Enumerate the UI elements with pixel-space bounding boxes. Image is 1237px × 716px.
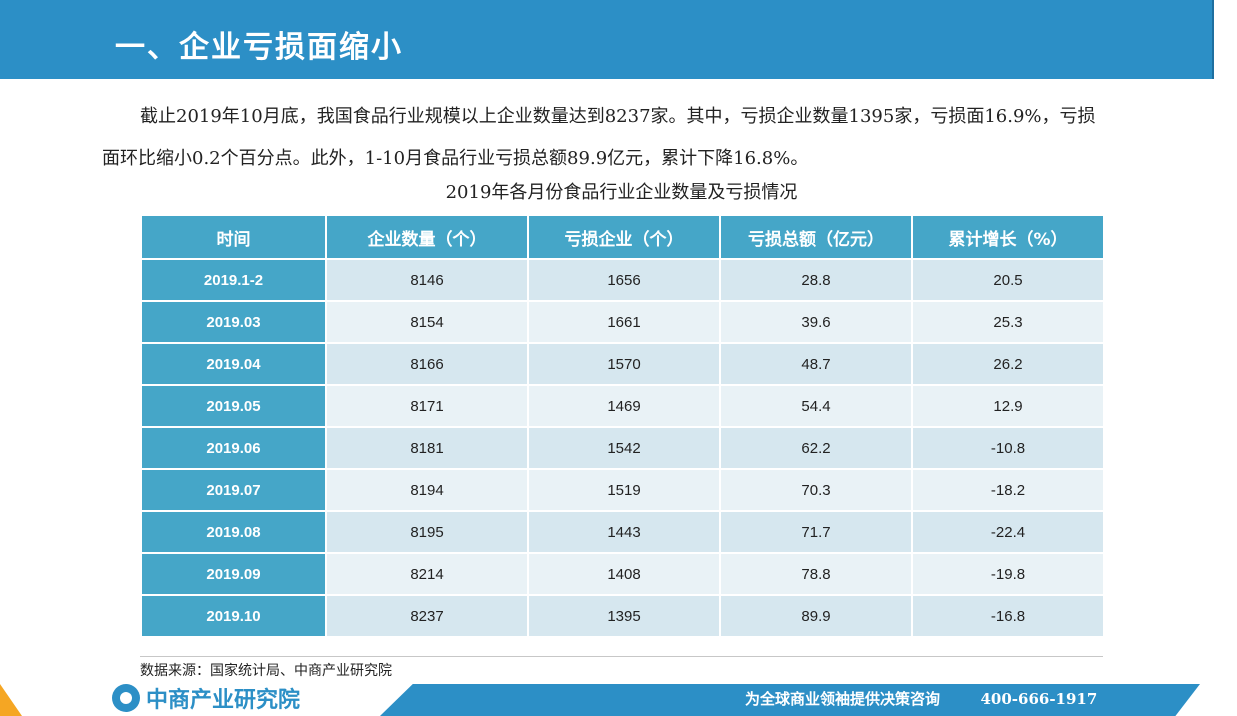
table-cell: 70.3	[721, 470, 911, 510]
slogan-text: 为全球商业领袖提供决策咨询	[745, 690, 941, 708]
table-cell: 8237	[327, 596, 527, 636]
header-accent	[1212, 0, 1237, 79]
table-row: 2019.05 8171 1469 54.4 12.9	[142, 386, 1103, 426]
table-cell: 8166	[327, 344, 527, 384]
table-header-row: 时间 企业数量（个） 亏损企业（个） 亏损总额（亿元） 累计增长（%）	[142, 216, 1103, 258]
data-table: 时间 企业数量（个） 亏损企业（个） 亏损总额（亿元） 累计增长（%） 2019…	[140, 214, 1105, 638]
table-cell: 1395	[529, 596, 719, 636]
table-cell: 1661	[529, 302, 719, 342]
table-cell: 8195	[327, 512, 527, 552]
footer-accent	[0, 684, 22, 716]
table-cell: 1656	[529, 260, 719, 300]
col-header-cumulative-growth: 累计增长（%）	[913, 216, 1103, 258]
table-cell: 25.3	[913, 302, 1103, 342]
table-caption: 2019年各月份食品行业企业数量及亏损情况	[445, 182, 798, 203]
col-header-enterprise-count: 企业数量（个）	[327, 216, 527, 258]
page-title: 一、企业亏损面缩小	[115, 30, 403, 65]
data-source: 数据来源：国家统计局、中商产业研究院	[140, 663, 392, 679]
table-row: 2019.08 8195 1443 71.7 -22.4	[142, 512, 1103, 552]
table-cell: 8181	[327, 428, 527, 468]
table-cell: 48.7	[721, 344, 911, 384]
row-period: 2019.09	[142, 554, 325, 594]
col-header-total-loss: 亏损总额（亿元）	[721, 216, 911, 258]
row-period: 2019.06	[142, 428, 325, 468]
table-cell: 8154	[327, 302, 527, 342]
logo-text: 中商产业研究院	[146, 688, 301, 713]
source-divider	[140, 656, 1103, 657]
logo: 中商产业研究院	[112, 683, 300, 713]
header-bar	[0, 0, 1212, 79]
col-header-loss-enterprises: 亏损企业（个）	[529, 216, 719, 258]
table-cell: 26.2	[913, 344, 1103, 384]
table-row: 2019.06 8181 1542 62.2 -10.8	[142, 428, 1103, 468]
table-cell: 8194	[327, 470, 527, 510]
table-row: 2019.07 8194 1519 70.3 -18.2	[142, 470, 1103, 510]
table-cell: 54.4	[721, 386, 911, 426]
table-row: 2019.1-2 8146 1656 28.8 20.5	[142, 260, 1103, 300]
row-period: 2019.04	[142, 344, 325, 384]
table-cell: -16.8	[913, 596, 1103, 636]
phone-number: 400-666-1917	[980, 690, 1098, 708]
table-cell: 39.6	[721, 302, 911, 342]
row-period: 2019.03	[142, 302, 325, 342]
footer-slogan: 为全球商业领袖提供决策咨询 400-666-1917	[745, 688, 1097, 709]
table-cell: 89.9	[721, 596, 911, 636]
table-cell: 8146	[327, 260, 527, 300]
table-cell: 1570	[529, 344, 719, 384]
table-cell: 12.9	[913, 386, 1103, 426]
row-period: 2019.1-2	[142, 260, 325, 300]
table-row: 2019.10 8237 1395 89.9 -16.8	[142, 596, 1103, 636]
table-cell: 1519	[529, 470, 719, 510]
table-cell: 1469	[529, 386, 719, 426]
row-period: 2019.10	[142, 596, 325, 636]
table-cell: 78.8	[721, 554, 911, 594]
table-cell: -22.4	[913, 512, 1103, 552]
table-cell: -10.8	[913, 428, 1103, 468]
table-cell: -18.2	[913, 470, 1103, 510]
row-period: 2019.05	[142, 386, 325, 426]
table-row: 2019.04 8166 1570 48.7 26.2	[142, 344, 1103, 384]
footer-bar	[380, 684, 1200, 716]
table-cell: 1542	[529, 428, 719, 468]
table-cell: 20.5	[913, 260, 1103, 300]
table-cell: 62.2	[721, 428, 911, 468]
col-header-time: 时间	[142, 216, 325, 258]
table-cell: 8214	[327, 554, 527, 594]
table-row: 2019.09 8214 1408 78.8 -19.8	[142, 554, 1103, 594]
table-row: 2019.03 8154 1661 39.6 25.3	[142, 302, 1103, 342]
intro-paragraph: 截止2019年10月底，我国食品行业规模以上企业数量达到8237家。其中，亏损企…	[102, 106, 1096, 169]
table-cell: 1408	[529, 554, 719, 594]
table-cell: 1443	[529, 512, 719, 552]
table-cell: 71.7	[721, 512, 911, 552]
table-cell: 8171	[327, 386, 527, 426]
table-cell: 28.8	[721, 260, 911, 300]
logo-icon	[112, 684, 140, 712]
row-period: 2019.08	[142, 512, 325, 552]
row-period: 2019.07	[142, 470, 325, 510]
table-cell: -19.8	[913, 554, 1103, 594]
